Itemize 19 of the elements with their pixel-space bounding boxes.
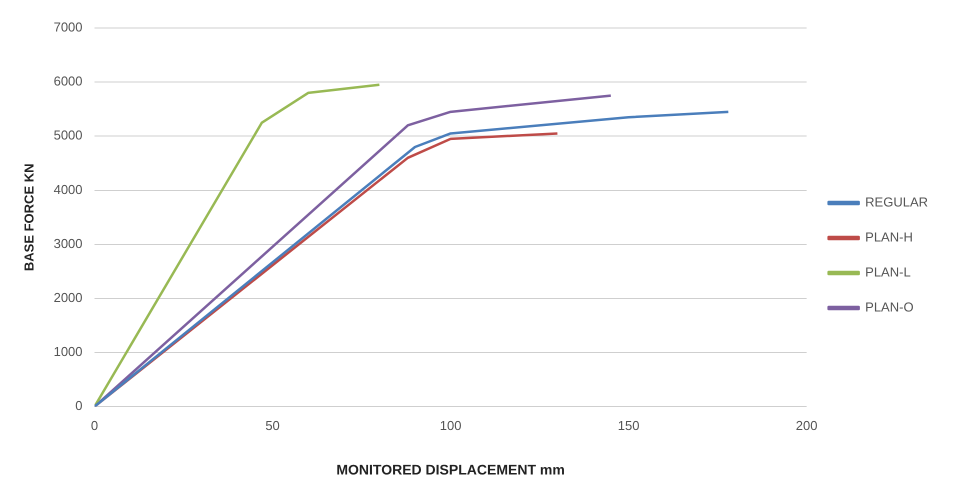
y-axis-title: BASE FORCE KN xyxy=(21,163,36,272)
y-tick-label: 7000 xyxy=(54,20,83,35)
x-tick-label: 0 xyxy=(90,418,98,433)
legend-label: REGULAR xyxy=(865,194,928,210)
y-tick-label: 3000 xyxy=(54,236,83,251)
x-tick-label: 150 xyxy=(618,418,640,433)
y-tick-label: 4000 xyxy=(54,182,83,197)
x-tick-label: 100 xyxy=(440,418,462,433)
legend-label: PLAN-L xyxy=(865,264,911,280)
y-tick-label: 5000 xyxy=(54,128,83,143)
y-tick-label: 0 xyxy=(75,398,83,414)
legend-label: PLAN-H xyxy=(865,230,913,245)
y-tick-label: 1000 xyxy=(54,344,83,360)
x-axis-title: MONITORED DISPLACEMENT mm xyxy=(336,461,565,478)
x-tick-label: 200 xyxy=(796,418,818,433)
x-tick-label: 50 xyxy=(265,418,280,433)
y-tick-label: 2000 xyxy=(54,290,83,306)
legend-label: PLAN-O xyxy=(865,300,914,315)
y-tick-label: 6000 xyxy=(54,74,83,89)
